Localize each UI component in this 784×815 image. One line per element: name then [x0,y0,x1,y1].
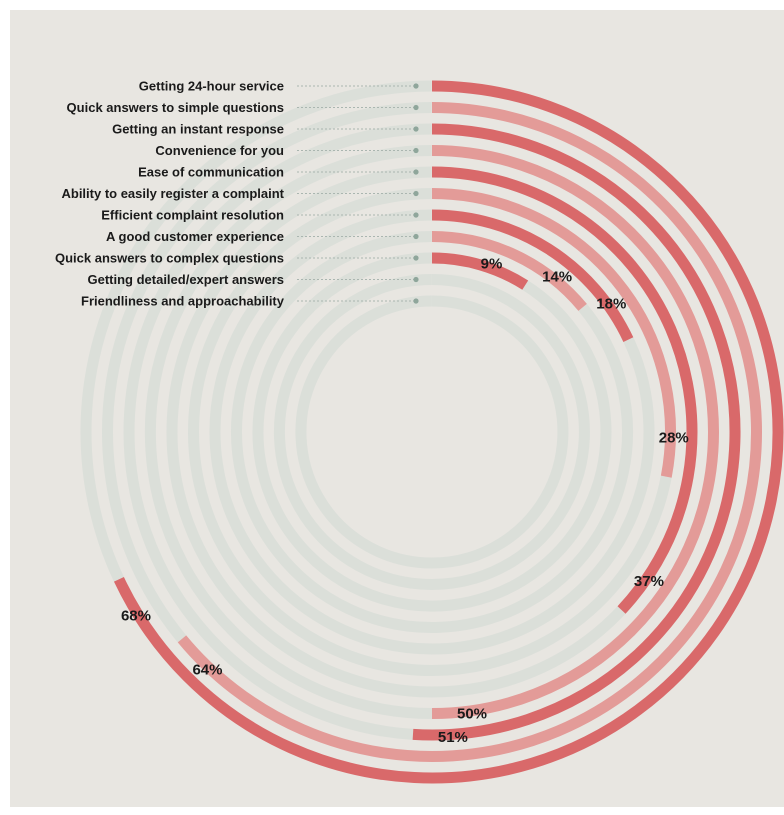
ghost-track [252,252,612,612]
leader-dot [413,298,419,304]
value-label: 28% [659,429,689,446]
ghost-track [102,102,432,643]
leader-lines [297,83,419,304]
value-label: 37% [634,573,664,590]
ghost-track [188,188,672,676]
ghost-track [274,274,590,590]
value-label: 68% [121,608,151,625]
bar-9 [431,252,529,290]
bar-1 [113,80,784,784]
value-label: 18% [596,295,626,312]
category-label: Friendliness and approachability [81,294,285,309]
category-label: Ability to easily register a complaint [61,186,284,201]
ghost-track [123,123,432,740]
ghost-tracks [80,80,672,740]
ghost-track [295,295,569,569]
ghost-track [144,145,433,719]
leader-dot [413,233,419,240]
ghost-track [80,80,432,582]
value-label: 51% [438,729,468,746]
ghost-track [166,166,626,698]
category-label: Convenience for you [155,143,284,158]
leader-dot [413,255,419,261]
bar-6 [431,188,676,478]
value-label: 50% [457,706,487,723]
value-label: 9% [481,256,503,273]
value-label: 14% [542,269,572,286]
bar-3 [412,123,741,741]
leader-dot [413,276,419,283]
leader-dot [413,147,419,154]
category-label: Ease of communication [138,165,284,180]
bar-4 [431,145,719,719]
value-label: 64% [192,662,222,679]
bar-5 [431,166,698,614]
ghost-track [209,209,655,655]
category-label: Efficient complaint resolution [101,208,284,223]
category-label: Getting 24-hour service [139,79,284,94]
leader-dot [413,212,419,218]
leader-dot [413,104,419,111]
leader-dot [413,169,419,175]
leader-dot [413,190,419,197]
bar-2 [177,102,763,762]
radial-bars [113,80,784,784]
ghost-track [231,231,633,633]
category-label: A good customer experience [106,229,284,244]
category-label: Getting an instant response [112,122,284,137]
bar-8 [431,231,587,311]
category-label: Quick answers to complex questions [55,251,284,266]
category-label: Getting detailed/expert answers [87,272,284,287]
leader-dot [413,83,419,89]
value-labels: 68% 64% 51% 50% 37% 28% 18% 14% 9% [121,256,689,746]
category-labels: Getting 24-hour service Quick answers to … [55,79,285,309]
leader-dot [413,126,419,132]
category-label: Quick answers to simple questions [67,100,284,115]
bar-7 [431,209,634,342]
